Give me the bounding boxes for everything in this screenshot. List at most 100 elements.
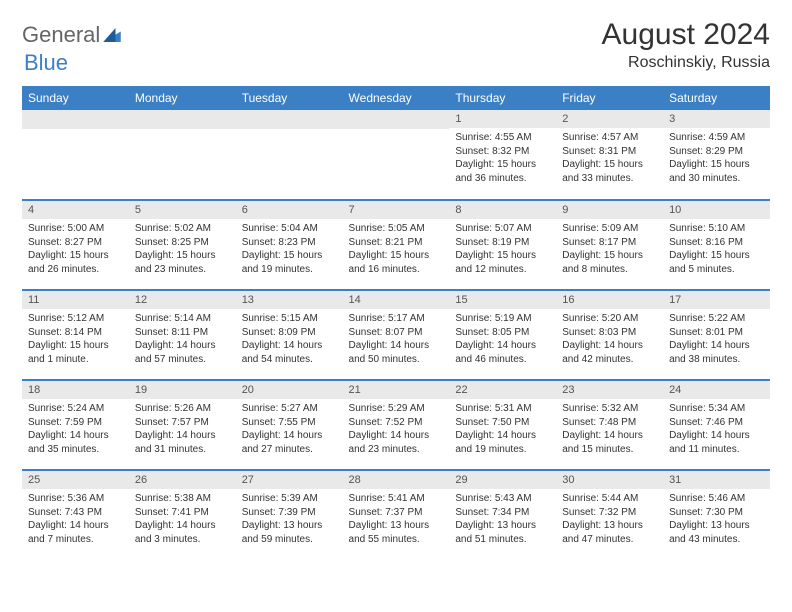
sunset-label: Sunset: (669, 237, 703, 248)
calendar-cell: 14Sunrise: 5:17 AMSunset: 8:07 PMDayligh… (343, 290, 450, 380)
day-number: 14 (343, 291, 450, 309)
sunrise-value: 5:43 AM (495, 493, 532, 504)
calendar-cell: 21Sunrise: 5:29 AMSunset: 7:52 PMDayligh… (343, 380, 450, 470)
sunset-value: 8:05 PM (492, 327, 529, 338)
sunset-value: 7:41 PM (172, 507, 209, 518)
sunrise-label: Sunrise: (242, 403, 279, 414)
day-number: 29 (449, 471, 556, 489)
daylight-label: Daylight: (562, 520, 601, 531)
daylight-label: Daylight: (669, 250, 708, 261)
sunset-label: Sunset: (349, 417, 383, 428)
daylight-label: Daylight: (28, 340, 67, 351)
sunrise-value: 5:00 AM (67, 223, 104, 234)
sunset-value: 7:57 PM (172, 417, 209, 428)
day-content: Sunrise: 5:10 AMSunset: 8:16 PMDaylight:… (663, 219, 770, 281)
calendar-cell: 31Sunrise: 5:46 AMSunset: 7:30 PMDayligh… (663, 470, 770, 560)
sunset-label: Sunset: (242, 507, 276, 518)
sunset-label: Sunset: (349, 237, 383, 248)
location: Roschinskiy, Russia (602, 54, 770, 72)
day-content: Sunrise: 5:46 AMSunset: 7:30 PMDaylight:… (663, 489, 770, 551)
sunset-label: Sunset: (28, 237, 62, 248)
sunrise-value: 5:27 AM (281, 403, 318, 414)
calendar-cell: 3Sunrise: 4:59 AMSunset: 8:29 PMDaylight… (663, 110, 770, 200)
sunset-value: 8:21 PM (385, 237, 422, 248)
daylight-label: Daylight: (562, 430, 601, 441)
day-header: Wednesday (343, 86, 450, 110)
calendar-cell (22, 110, 129, 200)
sunset-label: Sunset: (349, 507, 383, 518)
day-content: Sunrise: 5:17 AMSunset: 8:07 PMDaylight:… (343, 309, 450, 371)
day-content: Sunrise: 5:26 AMSunset: 7:57 PMDaylight:… (129, 399, 236, 461)
daylight-label: Daylight: (349, 250, 388, 261)
sunrise-value: 5:39 AM (281, 493, 318, 504)
sunset-value: 7:55 PM (278, 417, 315, 428)
calendar-cell (129, 110, 236, 200)
calendar-cell: 2Sunrise: 4:57 AMSunset: 8:31 PMDaylight… (556, 110, 663, 200)
sunrise-label: Sunrise: (349, 403, 386, 414)
calendar-cell: 16Sunrise: 5:20 AMSunset: 8:03 PMDayligh… (556, 290, 663, 380)
sunrise-label: Sunrise: (455, 223, 492, 234)
sunset-label: Sunset: (135, 507, 169, 518)
sunset-value: 8:11 PM (172, 327, 209, 338)
daylight-label: Daylight: (242, 520, 281, 531)
day-number: 24 (663, 381, 770, 399)
sunrise-label: Sunrise: (562, 132, 599, 143)
calendar-cell: 13Sunrise: 5:15 AMSunset: 8:09 PMDayligh… (236, 290, 343, 380)
sunset-value: 8:16 PM (706, 237, 743, 248)
day-content: Sunrise: 5:20 AMSunset: 8:03 PMDaylight:… (556, 309, 663, 371)
day-number: 30 (556, 471, 663, 489)
daylight-label: Daylight: (562, 250, 601, 261)
daylight-label: Daylight: (455, 250, 494, 261)
daylight-label: Daylight: (349, 340, 388, 351)
sunset-label: Sunset: (455, 417, 489, 428)
day-content: Sunrise: 5:36 AMSunset: 7:43 PMDaylight:… (22, 489, 129, 551)
calendar-table: SundayMondayTuesdayWednesdayThursdayFrid… (22, 86, 770, 560)
sunset-value: 8:14 PM (65, 327, 102, 338)
day-number (343, 110, 450, 129)
daylight-label: Daylight: (349, 430, 388, 441)
daylight-label: Daylight: (135, 340, 174, 351)
day-number: 13 (236, 291, 343, 309)
sunrise-label: Sunrise: (242, 313, 279, 324)
sunrise-label: Sunrise: (562, 403, 599, 414)
daylight-label: Daylight: (669, 340, 708, 351)
daylight-label: Daylight: (455, 520, 494, 531)
header: GeneralBlue August 2024 Roschinskiy, Rus… (22, 18, 770, 76)
calendar-week-row: 4Sunrise: 5:00 AMSunset: 8:27 PMDaylight… (22, 200, 770, 290)
logo-icon (103, 22, 121, 48)
sunset-label: Sunset: (135, 417, 169, 428)
day-content: Sunrise: 5:29 AMSunset: 7:52 PMDaylight:… (343, 399, 450, 461)
sunset-value: 7:32 PM (599, 507, 636, 518)
sunset-value: 8:07 PM (385, 327, 422, 338)
sunrise-value: 5:02 AM (174, 223, 211, 234)
day-content: Sunrise: 5:05 AMSunset: 8:21 PMDaylight:… (343, 219, 450, 281)
calendar-week-row: 11Sunrise: 5:12 AMSunset: 8:14 PMDayligh… (22, 290, 770, 380)
day-number: 18 (22, 381, 129, 399)
day-number (236, 110, 343, 129)
calendar-cell: 7Sunrise: 5:05 AMSunset: 8:21 PMDaylight… (343, 200, 450, 290)
day-header: Sunday (22, 86, 129, 110)
calendar-cell: 24Sunrise: 5:34 AMSunset: 7:46 PMDayligh… (663, 380, 770, 470)
calendar-cell: 8Sunrise: 5:07 AMSunset: 8:19 PMDaylight… (449, 200, 556, 290)
sunset-value: 7:48 PM (599, 417, 636, 428)
calendar-cell: 4Sunrise: 5:00 AMSunset: 8:27 PMDaylight… (22, 200, 129, 290)
sunrise-value: 5:41 AM (388, 493, 425, 504)
sunset-value: 8:03 PM (599, 327, 636, 338)
sunset-label: Sunset: (562, 417, 596, 428)
daylight-label: Daylight: (669, 520, 708, 531)
sunrise-label: Sunrise: (135, 493, 172, 504)
day-number: 28 (343, 471, 450, 489)
sunset-value: 8:31 PM (599, 146, 636, 157)
daylight-label: Daylight: (242, 430, 281, 441)
day-content: Sunrise: 5:19 AMSunset: 8:05 PMDaylight:… (449, 309, 556, 371)
day-number (129, 110, 236, 129)
sunset-value: 7:39 PM (278, 507, 315, 518)
day-content: Sunrise: 5:15 AMSunset: 8:09 PMDaylight:… (236, 309, 343, 371)
sunset-value: 7:37 PM (385, 507, 422, 518)
sunrise-value: 5:10 AM (709, 223, 746, 234)
day-content: Sunrise: 5:14 AMSunset: 8:11 PMDaylight:… (129, 309, 236, 371)
day-number: 21 (343, 381, 450, 399)
day-number: 15 (449, 291, 556, 309)
calendar-cell: 29Sunrise: 5:43 AMSunset: 7:34 PMDayligh… (449, 470, 556, 560)
sunset-value: 8:27 PM (65, 237, 102, 248)
